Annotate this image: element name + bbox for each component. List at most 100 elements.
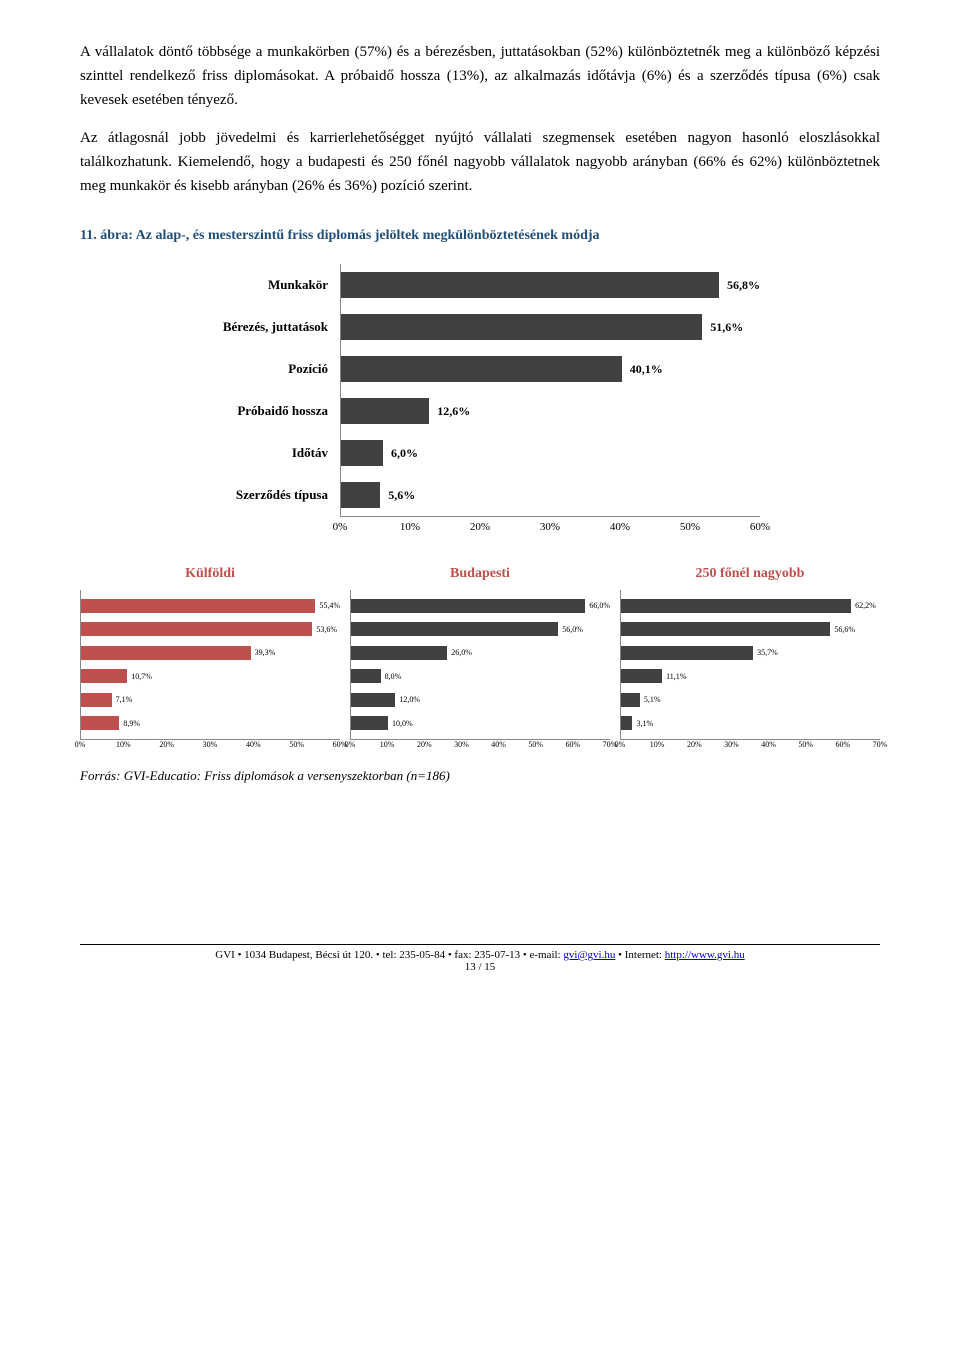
sub-chart-bar-row: 7,1% xyxy=(81,690,340,710)
sub-chart-axis-tick: 0% xyxy=(615,740,626,749)
main-chart-bar-area: 5,6% xyxy=(340,474,760,516)
sub-chart-bar-row: 5,1% xyxy=(621,690,880,710)
main-chart-bar xyxy=(341,398,429,424)
main-chart-bar xyxy=(341,272,719,298)
sub-chart-bar xyxy=(621,693,640,707)
sub-chart-bar-row: 62,2% xyxy=(621,596,880,616)
main-chart-category-label: Bérezés, juttatások xyxy=(180,319,340,335)
sub-chart-bar-row: 8,0% xyxy=(351,666,610,686)
main-chart-row: Időtáv 6,0% xyxy=(180,432,780,474)
sub-chart-value-label: 56,0% xyxy=(562,625,583,634)
sub-chart-bar-row: 11,1% xyxy=(621,666,880,686)
footer-url-link[interactable]: http://www.gvi.hu xyxy=(665,949,745,961)
main-chart-value-label: 51,6% xyxy=(710,320,743,335)
sub-chart-bar xyxy=(351,622,558,636)
paragraph-1: A vállalatok döntő többsége a munkakörbe… xyxy=(80,40,880,112)
sub-chart-bar xyxy=(351,716,388,730)
sub-chart-bar-row: 35,7% xyxy=(621,643,880,663)
main-chart-axis-tick: 0% xyxy=(333,521,348,533)
sub-chart-bar xyxy=(351,693,395,707)
sub-chart-axis-tick: 60% xyxy=(836,740,851,749)
sub-chart-body: 55,4% 53,6% 39,3% 10,7% 7,1% 8,9% xyxy=(80,590,340,740)
sub-chart-bar-row: 56,6% xyxy=(621,619,880,639)
footer-email-link[interactable]: gvi@gvi.hu xyxy=(563,949,615,961)
sub-chart-bar-row: 26,0% xyxy=(351,643,610,663)
main-chart-bar xyxy=(341,314,702,340)
sub-chart-x-axis: 0%10%20%30%40%50%60%70% xyxy=(350,740,610,754)
main-chart-category-label: Időtáv xyxy=(180,445,340,461)
sub-chart-bar xyxy=(621,646,753,660)
sub-chart-value-label: 3,1% xyxy=(636,719,653,728)
sub-chart-axis-tick: 40% xyxy=(246,740,261,749)
sub-chart-axis-tick: 50% xyxy=(798,740,813,749)
sub-chart-axis-tick: 50% xyxy=(528,740,543,749)
main-chart-x-axis: 0%10%20%30%40%50%60% xyxy=(340,516,760,536)
sub-chart-value-label: 66,0% xyxy=(589,601,610,610)
sub-chart-bar-row: 53,6% xyxy=(81,619,340,639)
main-chart-value-label: 40,1% xyxy=(630,362,663,377)
sub-chart-value-label: 26,0% xyxy=(451,648,472,657)
sub-chart-axis-tick: 0% xyxy=(75,740,86,749)
sub-chart-value-label: 35,7% xyxy=(757,648,778,657)
paragraph-2: Az átlagosnál jobb jövedelmi és karrierl… xyxy=(80,126,880,198)
sub-chart-bar-row: 10,7% xyxy=(81,666,340,686)
main-chart-value-label: 12,6% xyxy=(437,404,470,419)
sub-chart-axis-tick: 50% xyxy=(289,740,304,749)
sub-chart-axis-tick: 20% xyxy=(159,740,174,749)
sub-chart: Külföldi55,4%53,6%39,3%10,7%7,1%8,9%0%10… xyxy=(80,566,340,764)
sub-chart-bar-row: 55,4% xyxy=(81,596,340,616)
sub-chart-bar xyxy=(81,646,251,660)
sub-charts-container: Külföldi 55,4% 53,6% 39,3% 10,7% 7,1% 8,9% 0% 10… xyxy=(80,566,880,764)
sub-chart-axis-tick: 30% xyxy=(724,740,739,749)
main-chart-value-label: 6,0% xyxy=(391,446,418,461)
sub-chart-bar-row: 39,3% xyxy=(81,643,340,663)
main-chart-axis-tick: 60% xyxy=(750,521,770,533)
sub-chart-bar xyxy=(81,693,112,707)
main-chart-axis-tick: 20% xyxy=(470,521,490,533)
sub-chart-value-label: 53,6% xyxy=(316,625,337,634)
sub-chart-axis-tick: 0% xyxy=(345,740,356,749)
sub-chart-bar xyxy=(81,669,127,683)
sub-chart-title: Külföldi xyxy=(80,566,340,582)
main-chart-axis-tick: 50% xyxy=(680,521,700,533)
sub-chart-value-label: 8,9% xyxy=(123,719,140,728)
sub-chart-value-label: 8,0% xyxy=(385,672,402,681)
main-chart-title: 11. ábra: Az alap-, és mesterszintű fris… xyxy=(80,228,880,244)
sub-chart-bar xyxy=(621,716,632,730)
sub-chart-value-label: 11,1% xyxy=(666,672,686,681)
footer: GVI • 1034 Budapest, Bécsi út 120. • tel… xyxy=(80,944,880,973)
main-chart-bar xyxy=(341,356,622,382)
sub-chart-x-axis: 0%10%20%30%40%50%60% xyxy=(80,740,340,754)
main-chart-category-label: Próbaidő hossza xyxy=(180,403,340,419)
main-chart-bar-area: 40,1% xyxy=(340,348,760,390)
source-text: Forrás: GVI-Educatio: Friss diplomások a… xyxy=(80,768,880,784)
main-chart-bar-area: 12,6% xyxy=(340,390,760,432)
sub-chart-axis-tick: 20% xyxy=(417,740,432,749)
sub-chart-x-axis: 0%10%20%30%40%50%60%70% xyxy=(620,740,880,754)
sub-chart-bar xyxy=(621,669,662,683)
sub-chart-value-label: 55,4% xyxy=(319,601,340,610)
sub-chart-bar-row: 10,0% xyxy=(351,713,610,733)
sub-chart-value-label: 62,2% xyxy=(855,601,876,610)
sub-chart: Budapesti66,0%56,0%26,0%8,0%12,0%10,0%0%… xyxy=(350,566,610,764)
main-chart-row: Bérezés, juttatások 51,6% xyxy=(180,306,780,348)
sub-chart-axis-tick: 20% xyxy=(687,740,702,749)
main-chart-bar xyxy=(341,440,383,466)
sub-chart-bar xyxy=(81,599,315,613)
sub-chart-bar-row: 3,1% xyxy=(621,713,880,733)
main-chart-row: Szerződés típusa5,6% xyxy=(180,474,780,516)
main-chart: Munkakör56,8%Bérezés, juttatások51,6%Poz… xyxy=(180,264,780,536)
main-chart-row: Munkakör 56,8% xyxy=(180,264,780,306)
sub-chart-bar-row: 56,0% xyxy=(351,619,610,639)
sub-chart-axis-tick: 70% xyxy=(873,740,888,749)
sub-chart-value-label: 5,1% xyxy=(644,695,661,704)
sub-chart-value-label: 39,3% xyxy=(255,648,276,657)
main-chart-value-label: 56,8% xyxy=(727,278,760,293)
sub-chart-value-label: 7,1% xyxy=(116,695,133,704)
sub-chart-value-label: 12,0% xyxy=(399,695,420,704)
sub-chart-value-label: 56,6% xyxy=(834,625,855,634)
main-chart-category-label: Munkakör xyxy=(180,277,340,293)
sub-chart-axis-tick: 60% xyxy=(566,740,581,749)
sub-chart-bar-row: 12,0% xyxy=(351,690,610,710)
sub-chart: 250 főnél nagyobb62,2%56,6%35,7%11,1%5,1… xyxy=(620,566,880,764)
